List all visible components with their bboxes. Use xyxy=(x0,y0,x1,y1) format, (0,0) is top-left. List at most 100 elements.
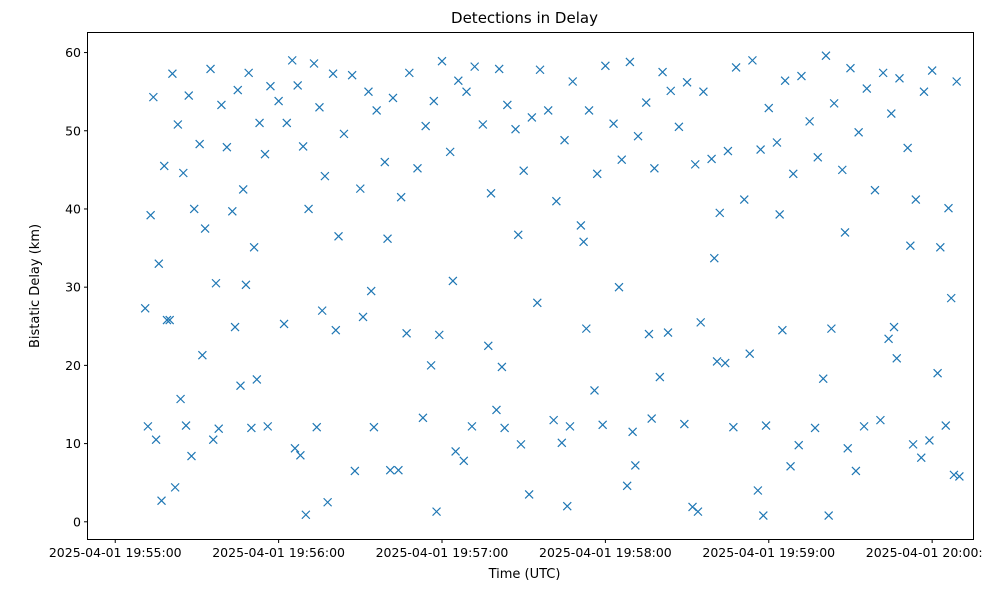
data-point xyxy=(148,92,158,102)
data-point xyxy=(146,210,156,220)
x-tick-label: 2025-04-01 19:55:00 xyxy=(49,545,182,560)
data-point xyxy=(426,360,436,370)
data-point xyxy=(600,61,610,71)
data-point xyxy=(159,161,169,171)
data-point xyxy=(666,86,676,96)
data-point xyxy=(535,65,545,75)
data-point xyxy=(581,324,591,334)
data-point xyxy=(176,394,186,404)
data-point xyxy=(334,231,343,241)
data-point xyxy=(290,443,300,453)
data-point xyxy=(421,121,431,131)
data-point xyxy=(764,103,774,113)
data-point xyxy=(502,100,512,110)
data-point xyxy=(317,306,327,316)
data-point xyxy=(497,362,507,372)
data-point xyxy=(908,439,918,449)
data-point xyxy=(396,192,406,202)
data-point xyxy=(453,76,463,86)
data-point xyxy=(282,118,292,128)
y-tick-label: 0 xyxy=(73,514,81,529)
data-point xyxy=(230,322,240,332)
data-point xyxy=(609,119,618,129)
data-point xyxy=(720,358,730,368)
data-point xyxy=(941,421,951,431)
data-point xyxy=(753,486,763,495)
data-point xyxy=(846,63,855,73)
data-point xyxy=(255,118,264,128)
data-point xyxy=(260,149,270,159)
data-point xyxy=(905,241,915,251)
data-point xyxy=(200,224,210,233)
x-tick-label: 2025-04-01 19:57:00 xyxy=(376,545,509,560)
data-point xyxy=(470,62,480,72)
data-point xyxy=(516,439,526,449)
data-point xyxy=(772,138,782,147)
data-point xyxy=(655,372,665,382)
data-point xyxy=(189,204,199,214)
data-point xyxy=(369,422,379,432)
data-point xyxy=(916,453,926,463)
data-point xyxy=(579,237,589,247)
data-point xyxy=(758,511,768,520)
data-point xyxy=(690,159,700,169)
data-point xyxy=(298,141,308,151)
data-point xyxy=(187,451,196,461)
x-tick-label: 2025-04-01 19:58:00 xyxy=(539,545,672,560)
data-point xyxy=(331,325,341,335)
data-point xyxy=(794,440,804,450)
data-point xyxy=(246,423,256,433)
data-point xyxy=(467,421,477,431)
y-tick-label: 60 xyxy=(65,45,81,60)
data-point xyxy=(560,135,569,145)
data-point xyxy=(805,116,815,126)
data-point xyxy=(712,357,722,366)
data-point xyxy=(723,146,733,156)
data-point xyxy=(682,77,692,87)
data-point xyxy=(777,325,787,335)
data-point xyxy=(954,472,964,481)
data-point xyxy=(184,91,194,100)
data-point xyxy=(486,188,496,198)
data-point xyxy=(241,280,251,290)
data-point xyxy=(383,234,392,244)
data-point xyxy=(328,69,338,79)
data-point xyxy=(707,154,717,164)
data-point xyxy=(197,350,207,360)
data-point xyxy=(949,470,959,480)
data-point xyxy=(287,55,297,65)
data-point xyxy=(862,84,872,93)
data-point xyxy=(731,62,741,72)
data-point xyxy=(826,324,836,334)
data-point xyxy=(312,422,322,432)
data-point xyxy=(483,341,493,351)
data-point xyxy=(698,87,708,97)
data-point xyxy=(404,68,414,78)
data-point xyxy=(543,106,553,115)
y-tick-label: 20 xyxy=(65,358,81,373)
data-point xyxy=(649,163,659,173)
data-point xyxy=(935,242,945,252)
data-point xyxy=(644,329,654,339)
data-point xyxy=(818,374,828,384)
data-point xyxy=(315,102,324,112)
data-point xyxy=(309,59,319,68)
data-point xyxy=(295,450,305,460)
data-point xyxy=(167,69,177,79)
data-point xyxy=(320,171,330,181)
data-point xyxy=(592,169,602,179)
data-point xyxy=(739,195,749,205)
y-axis-ticks: 0 10 20 30 40 50 60 xyxy=(65,45,88,529)
data-point xyxy=(394,465,403,475)
data-point xyxy=(380,157,390,167)
data-point xyxy=(617,155,627,165)
data-point xyxy=(524,489,534,499)
data-point xyxy=(227,206,237,216)
data-point xyxy=(173,120,183,129)
x-axis-ticks: 2025-04-01 19:55:00 2025-04-01 19:56:00 20… xyxy=(49,539,982,560)
data-point xyxy=(181,421,191,431)
data-point xyxy=(178,168,188,178)
data-point xyxy=(775,210,785,219)
data-point xyxy=(445,147,455,157)
data-point xyxy=(513,230,523,240)
